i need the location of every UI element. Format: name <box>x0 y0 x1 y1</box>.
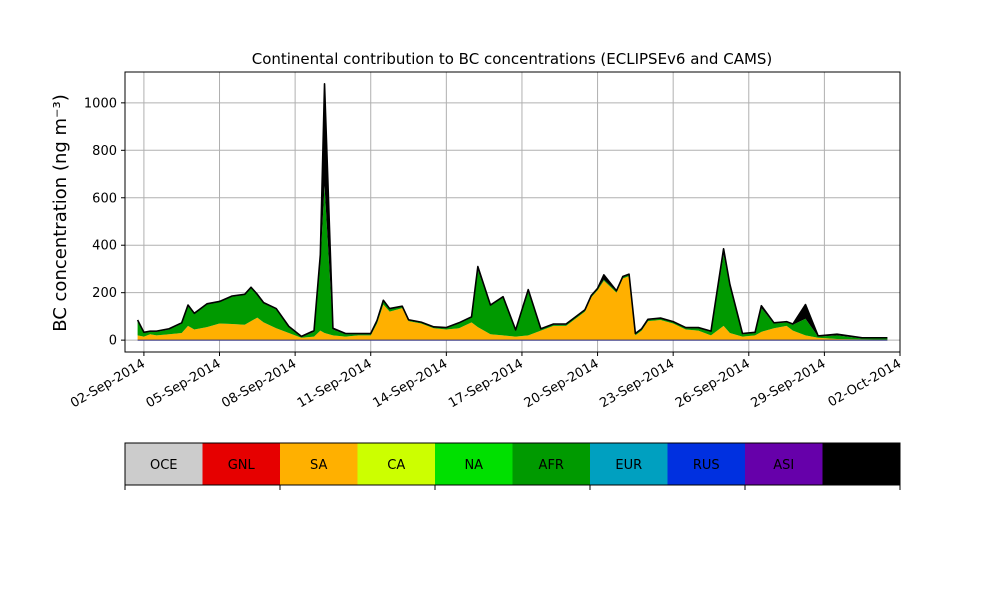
legend-label-sa: SA <box>310 458 327 473</box>
legend-label-asi: ASI <box>773 458 794 473</box>
total-outline <box>136 83 888 341</box>
y-tick-label: 1000 <box>84 96 117 111</box>
y-tick-label: 0 <box>109 334 117 349</box>
legend-swatch-rus <box>667 443 745 485</box>
y-tick-label: 400 <box>92 239 117 254</box>
legend-label-rus: RUS <box>693 458 720 473</box>
legend-label-oce: OCE <box>150 458 178 473</box>
legend-label-afr: AFR <box>539 458 564 473</box>
legend-label-na: NA <box>464 458 483 473</box>
legend-colorbar: OCE GNL SA CA NA AFR EUR RUS ASI AUS <box>124 442 901 490</box>
legend-swatch-asi <box>745 443 823 485</box>
y-axis-ticks: 0 200 400 600 800 1000 <box>84 96 125 349</box>
legend-frame <box>124 442 901 486</box>
legend-label-eur: EUR <box>615 458 642 473</box>
legend-swatch-eur <box>590 443 668 485</box>
legend-swatch-sa <box>280 443 358 485</box>
legend-label-ca: CA <box>387 458 405 473</box>
plot-frame <box>124 71 901 353</box>
legend-swatch-afr <box>512 443 590 485</box>
total-concentration-line <box>136 83 888 339</box>
y-axis-label: BC concentration (ng m⁻³) <box>50 94 71 332</box>
legend-swatch-gnl <box>202 443 280 485</box>
grid-lines <box>125 72 901 352</box>
legend-label-aus: AUS <box>848 458 875 473</box>
legend-label-gnl: GNL <box>228 458 256 473</box>
legend-swatch-aus <box>822 443 900 485</box>
y-tick-label: 600 <box>92 191 117 206</box>
y-tick-label: 800 <box>92 144 117 159</box>
area-series-aus <box>137 83 888 339</box>
legend-swatch-na <box>435 443 513 485</box>
legend-swatch-oce <box>125 443 203 485</box>
area-series-sa <box>137 276 888 341</box>
y-tick-label: 200 <box>92 286 117 301</box>
area-series-afr <box>137 185 888 340</box>
chart-title: Continental contribution to BC concentra… <box>252 50 773 68</box>
legend-swatch-ca <box>357 443 435 485</box>
stacked-areas <box>137 83 888 341</box>
